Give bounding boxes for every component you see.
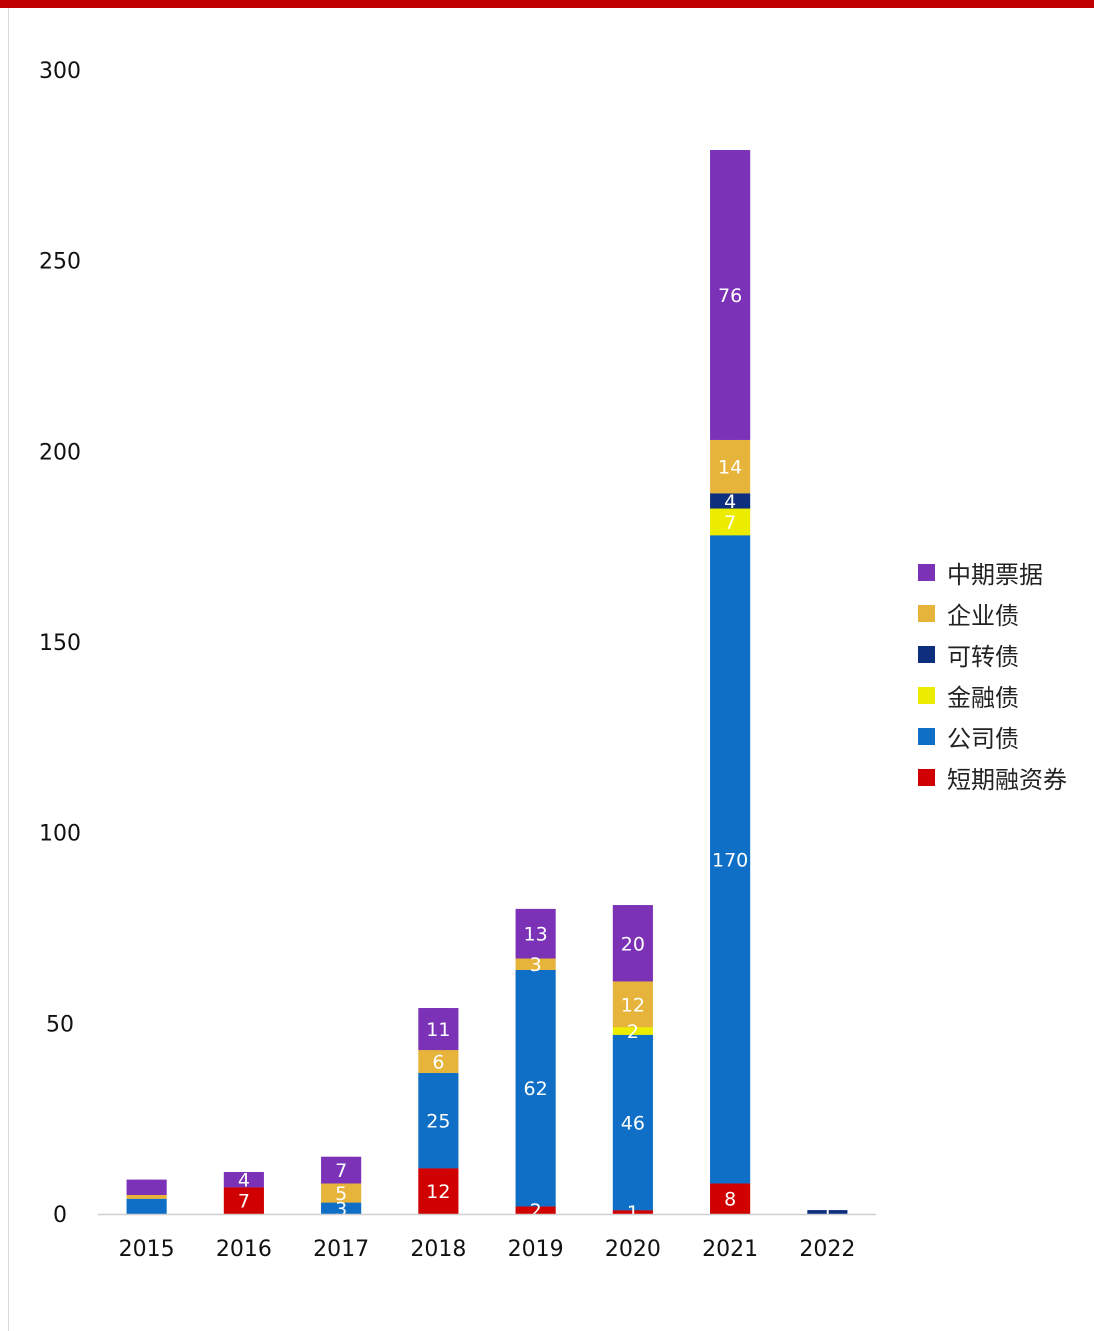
data-label: 4	[724, 491, 736, 513]
legend-label: 可转债	[947, 643, 1019, 671]
legend-item-short-term-note: 短期融资券	[918, 757, 1067, 798]
legend-label: 企业债	[947, 602, 1019, 630]
bar-segment-shade	[710, 493, 751, 509]
legend-label: 金融债	[947, 684, 1019, 712]
data-label: 7	[335, 1160, 347, 1182]
bar-segment-shade	[710, 535, 751, 1184]
data-label: 25	[426, 1111, 450, 1133]
x-tick-label: 2018	[410, 1237, 466, 1262]
data-label: 11	[426, 1019, 450, 1041]
legend-swatch	[918, 605, 935, 622]
data-label: 46	[621, 1112, 645, 1134]
data-label: 62	[524, 1078, 548, 1100]
data-label: 7	[238, 1191, 250, 1213]
bar-segment-shade	[321, 1156, 362, 1184]
legend-label: 公司债	[947, 725, 1019, 753]
bar-segment-shade	[612, 981, 653, 1028]
x-tick-label: 2020	[605, 1237, 661, 1262]
data-label: 2	[627, 1021, 639, 1043]
bar-segment-shade	[612, 905, 653, 982]
bar-segment-shade	[418, 1050, 459, 1073]
bar-segment-shade	[515, 969, 556, 1207]
bar-segment-shade	[126, 1179, 167, 1195]
y-tick-label: 100	[39, 822, 81, 847]
bar-segment-shade	[612, 1034, 653, 1211]
y-tick-label: 50	[46, 1012, 74, 1037]
bar-segment-shade	[126, 1198, 167, 1214]
left-border	[8, 8, 9, 1331]
data-label: 170	[712, 849, 748, 871]
bar-segment-shade	[807, 1210, 848, 1214]
x-tick-label: 2022	[799, 1237, 855, 1262]
bar-segment-shade	[612, 1210, 653, 1214]
y-tick-label: 150	[39, 631, 81, 656]
legend-swatch	[918, 687, 935, 704]
x-tick-label: 2021	[702, 1237, 758, 1262]
data-label: 76	[718, 285, 742, 307]
x-tick-label: 2017	[313, 1237, 369, 1262]
legend-item-enterprise-bond: 企业债	[918, 593, 1067, 634]
data-label: 7	[724, 512, 736, 534]
data-label: 2	[530, 1200, 542, 1222]
y-tick-label: 200	[39, 440, 81, 465]
legend-label: 中期票据	[947, 561, 1043, 589]
y-tick-label: 0	[53, 1203, 67, 1228]
bar-segment-shade	[321, 1183, 362, 1203]
bar-segment-shade	[223, 1187, 264, 1214]
data-label: 14	[718, 457, 742, 479]
legend-swatch	[918, 728, 935, 745]
legend-item-financial-bond: 金融债	[918, 675, 1067, 716]
data-label: 3	[530, 954, 542, 976]
legend: 中期票据 企业债 可转债 金融债 公司债 短期融资券	[918, 552, 1067, 798]
legend-swatch	[918, 769, 935, 786]
bar-segment-shade	[710, 150, 751, 440]
data-label: 12	[621, 994, 645, 1016]
data-label: 20	[621, 933, 645, 955]
bar-segment-shade	[418, 1168, 459, 1214]
legend-item-convertible-bond: 可转债	[918, 634, 1067, 675]
data-label: 1	[627, 1202, 639, 1224]
data-label: 13	[524, 924, 548, 946]
legend-swatch	[918, 564, 935, 581]
bar-segment-shade	[515, 1206, 556, 1214]
y-tick-label: 250	[39, 250, 81, 275]
x-tick-label: 2015	[119, 1237, 175, 1262]
data-label: 6	[432, 1051, 444, 1073]
legend-item-corporate-bond: 公司债	[918, 716, 1067, 757]
x-tick-label: 2019	[508, 1237, 564, 1262]
data-label: 1	[821, 1202, 833, 1224]
bar-segment-shade	[418, 1008, 459, 1051]
legend-label: 短期融资券	[947, 766, 1067, 794]
data-label: 8	[724, 1189, 736, 1211]
data-label: 5	[335, 1183, 347, 1205]
y-tick-label: 300	[39, 59, 81, 84]
bar-segment-shade	[126, 1194, 167, 1199]
bar-segment-shade	[418, 1072, 459, 1169]
data-label: 12	[426, 1181, 450, 1203]
bar-segment-shade	[515, 958, 556, 970]
header-band	[0, 0, 1094, 8]
bar-segment-shade	[223, 1172, 264, 1188]
legend-swatch	[918, 646, 935, 663]
data-label: 4	[238, 1170, 250, 1192]
bar-segment-shade	[710, 508, 751, 536]
bar-segment-shade	[612, 1027, 653, 1035]
x-tick-label: 2016	[216, 1237, 272, 1262]
bar-segment-shade	[710, 1183, 751, 1214]
bar-segment-shade	[515, 908, 556, 959]
bar-segment-shade	[321, 1202, 362, 1214]
legend-item-mtn: 中期票据	[918, 552, 1067, 593]
bar-segment-shade	[710, 439, 751, 494]
